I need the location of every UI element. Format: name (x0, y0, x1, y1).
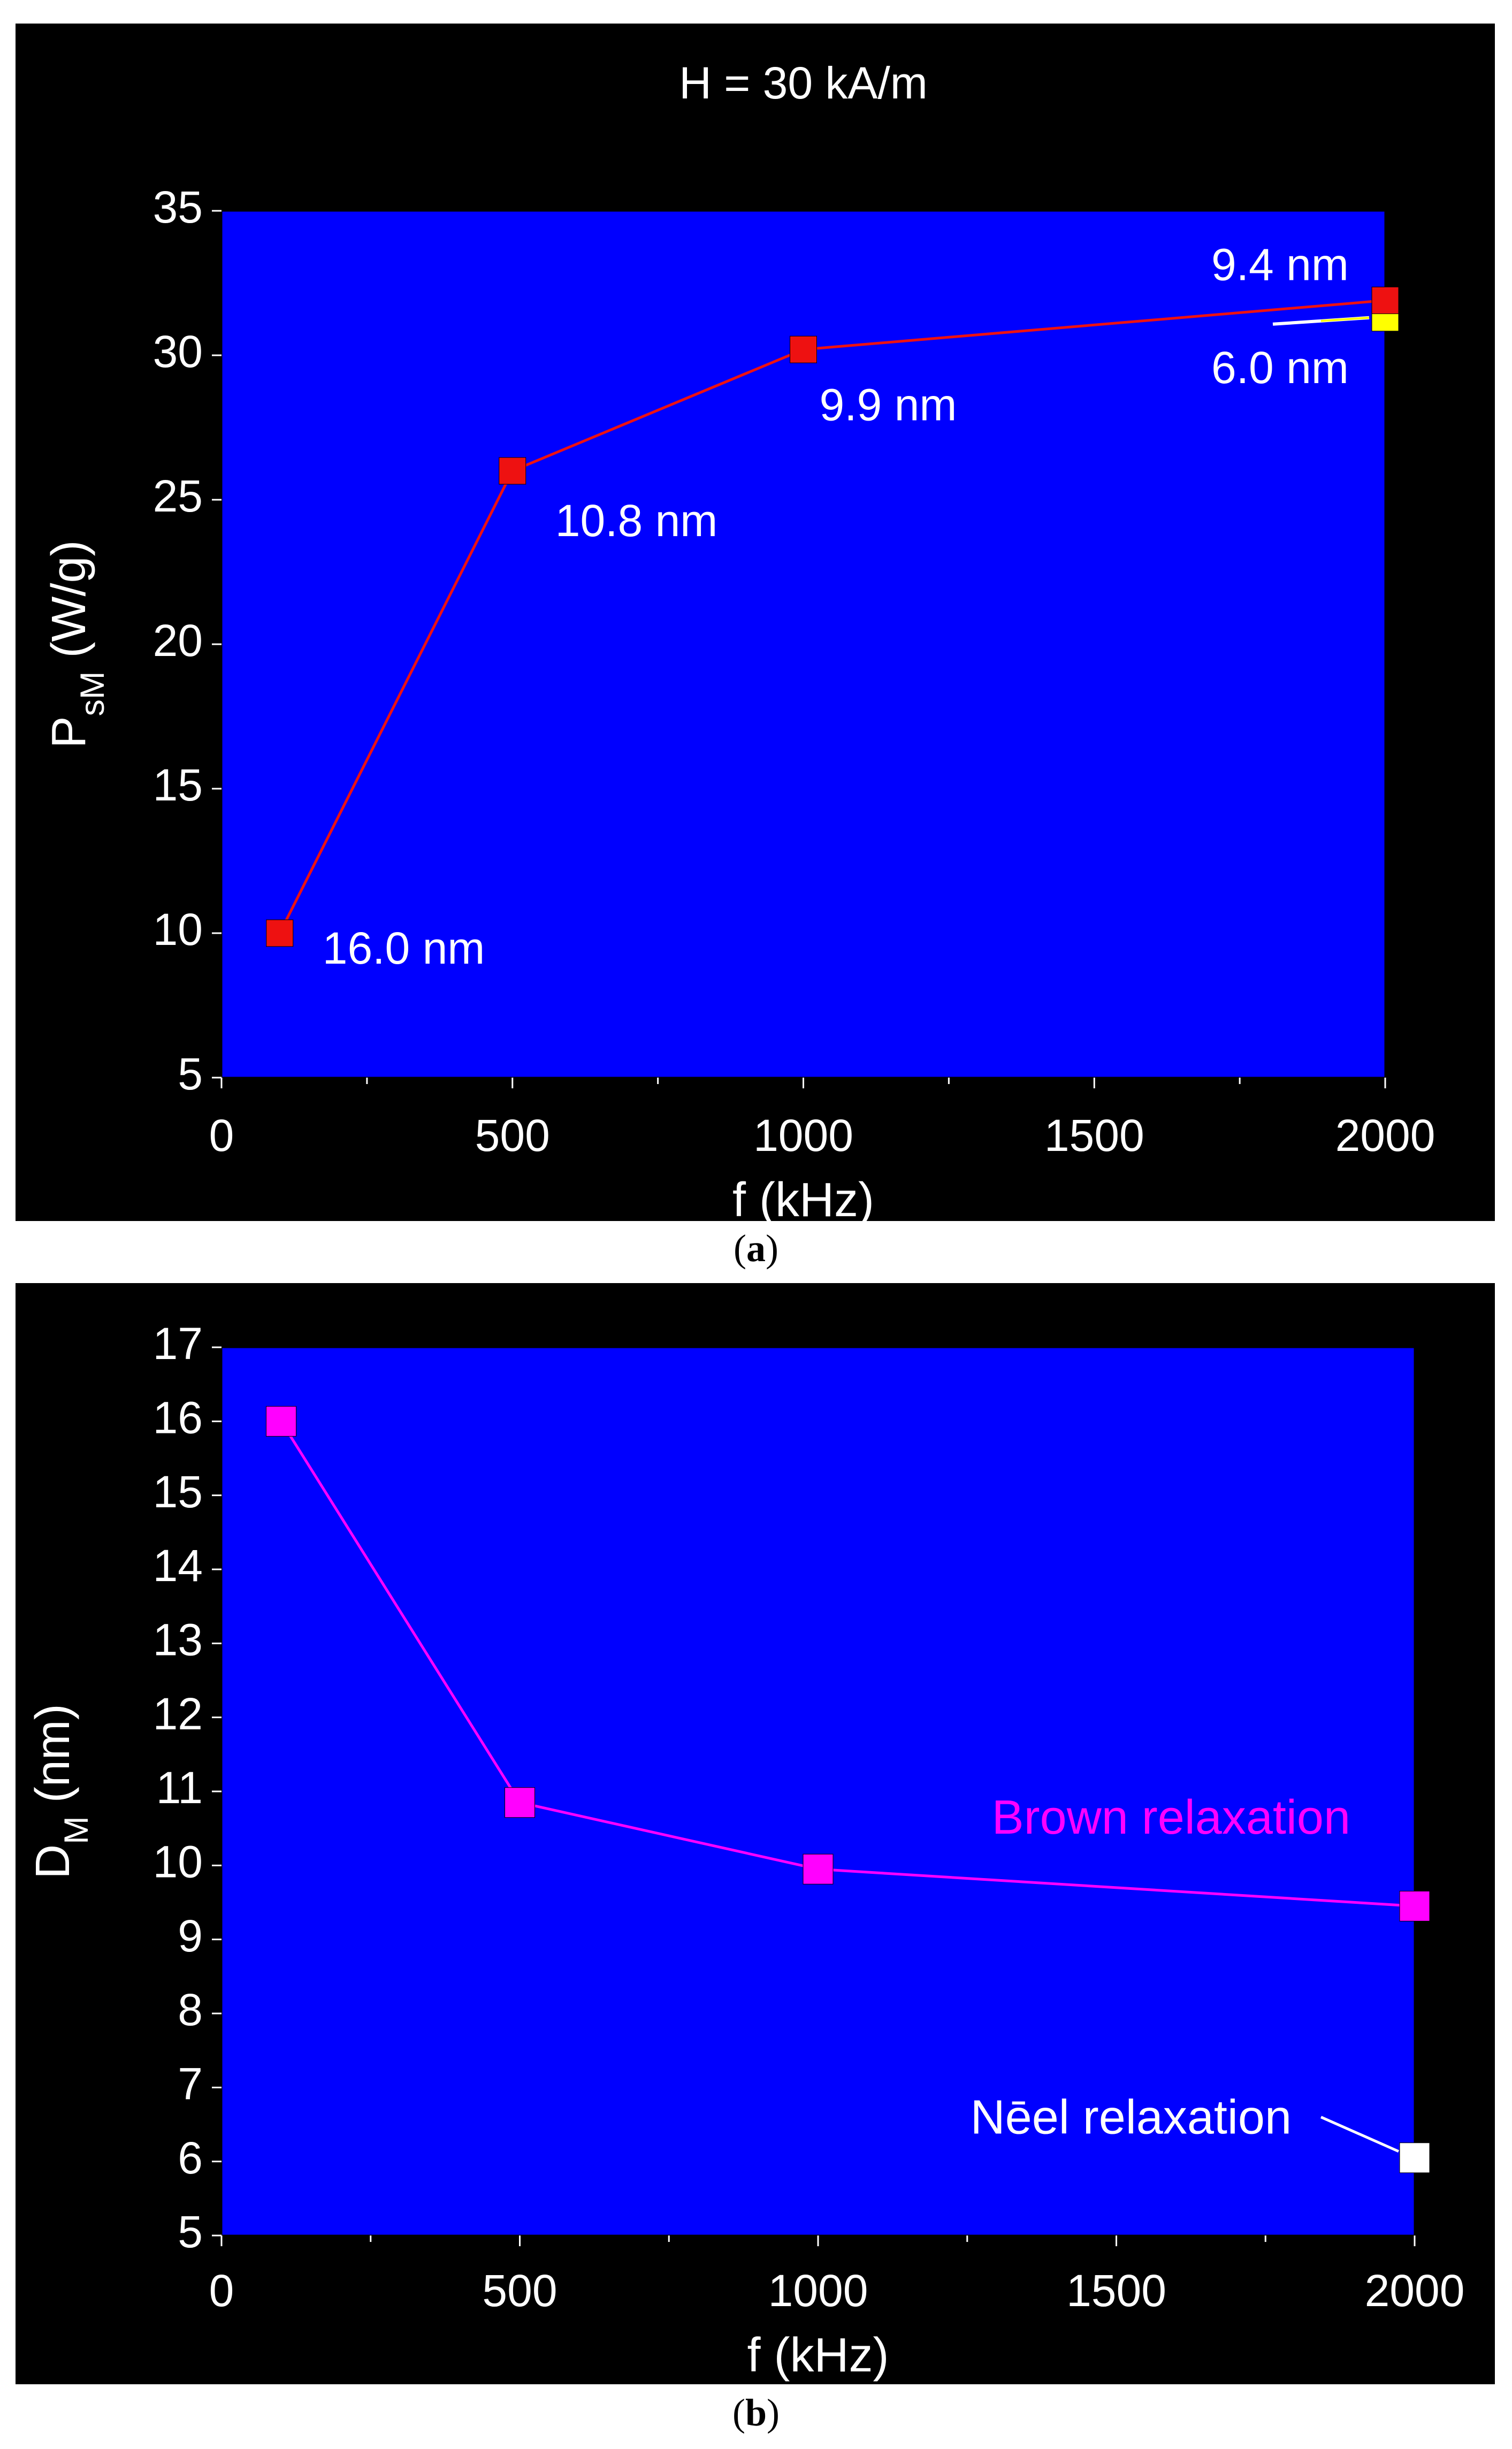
x-axis-label: f (kHz) (732, 1173, 874, 1221)
neel-pointer-line (1320, 2116, 1400, 2153)
y-axis-label: DM (nm) (26, 1704, 95, 1879)
x-tick-label: 0 (209, 1110, 234, 1161)
y-tick-label: 30 (153, 326, 203, 377)
x-tick-label: 1500 (1044, 1110, 1144, 1161)
data-point (266, 1406, 296, 1437)
caption-a-letter: a (746, 1227, 766, 1270)
y-axis-label: PsM (W/g) (42, 540, 111, 749)
y-tick-label: 16 (153, 1393, 203, 1443)
brown-relaxation-label: Brown relaxation (992, 1791, 1350, 1844)
y-tick-label: 20 (153, 615, 203, 666)
chart-title: H = 30 kA/m (679, 58, 928, 108)
y-tick-label: 15 (153, 1467, 203, 1517)
y-tick-label: 10 (153, 904, 203, 955)
series-line (280, 1421, 1415, 1908)
data-point (505, 1787, 535, 1818)
y-tick-label: 9 (178, 1911, 203, 1961)
point-annotation: 16.0 nm (323, 923, 485, 973)
chart-a: H = 30 kA/m 5 10 15 20 25 30 35 0 500 1000 1500 2000… (42, 58, 1435, 1221)
data-point (790, 335, 817, 363)
y-tick-label: 6 (178, 2133, 203, 2183)
x-tick-label: 1500 (1066, 2265, 1166, 2316)
point-annotation: 9.4 nm (1211, 240, 1349, 290)
point-annotation: 9.9 nm (820, 379, 957, 430)
caption-b-letter: b (745, 2391, 767, 2434)
y-tick-label: 10 (153, 1837, 203, 1887)
data-point (499, 457, 526, 485)
y-tick-label: 25 (153, 471, 203, 521)
neel-data-point (1399, 2142, 1430, 2173)
y-tick-label: 14 (153, 1540, 203, 1591)
caption-b: (b) (732, 2391, 780, 2434)
data-point (803, 1853, 834, 1885)
x-tick-label: 2000 (1365, 2265, 1465, 2316)
chart-panel-a: H = 30 kA/m 5 10 15 20 25 30 35 0 500 1000 1500 2000… (16, 24, 1495, 1221)
x-tick-label: 500 (482, 2265, 557, 2316)
y-tick-label: 13 (153, 1615, 203, 1665)
x-tick-label: 0 (209, 2265, 234, 2316)
y-tick-label: 11 (156, 1763, 203, 1813)
y-tick-label: 5 (178, 2207, 203, 2257)
data-point (266, 919, 294, 947)
neel-relaxation-label: Nēel relaxation (971, 2091, 1292, 2144)
caption-a: (a) (734, 1227, 778, 1270)
y-tick-label: 8 (178, 1985, 203, 2035)
y-tick-label: 35 (153, 182, 203, 232)
y-tick-label: 15 (153, 760, 203, 810)
chart-panel-b: 5 6 7 8 9 10 11 12 13 14 15 16 17 0 500 1000 1500 2000 f (… (16, 1283, 1495, 2384)
extra-point-annotation: 6.0 nm (1211, 342, 1349, 393)
data-point (1399, 1890, 1430, 1921)
point-annotation: 10.8 nm (555, 495, 718, 546)
plot-area (222, 1347, 1415, 2236)
y-tick-label: 5 (178, 1049, 203, 1099)
x-tick-label: 500 (475, 1110, 550, 1161)
y-tick-label: 17 (153, 1318, 203, 1369)
x-tick-label: 1000 (753, 1110, 853, 1161)
y-tick-label: 12 (153, 1689, 203, 1739)
x-tick-label: 2000 (1335, 1110, 1435, 1161)
series-line (278, 299, 1386, 934)
x-tick-label: 1000 (768, 2265, 868, 2316)
y-tick-label: 7 (178, 2059, 203, 2109)
pointer-line-yellow (1320, 316, 1370, 322)
data-point (1371, 286, 1399, 314)
x-axis-label: f (kHz) (747, 2329, 889, 2382)
chart-b: 5 6 7 8 9 10 11 12 13 14 15 16 17 0 500 1000 1500 2000 f (… (26, 1318, 1465, 2382)
